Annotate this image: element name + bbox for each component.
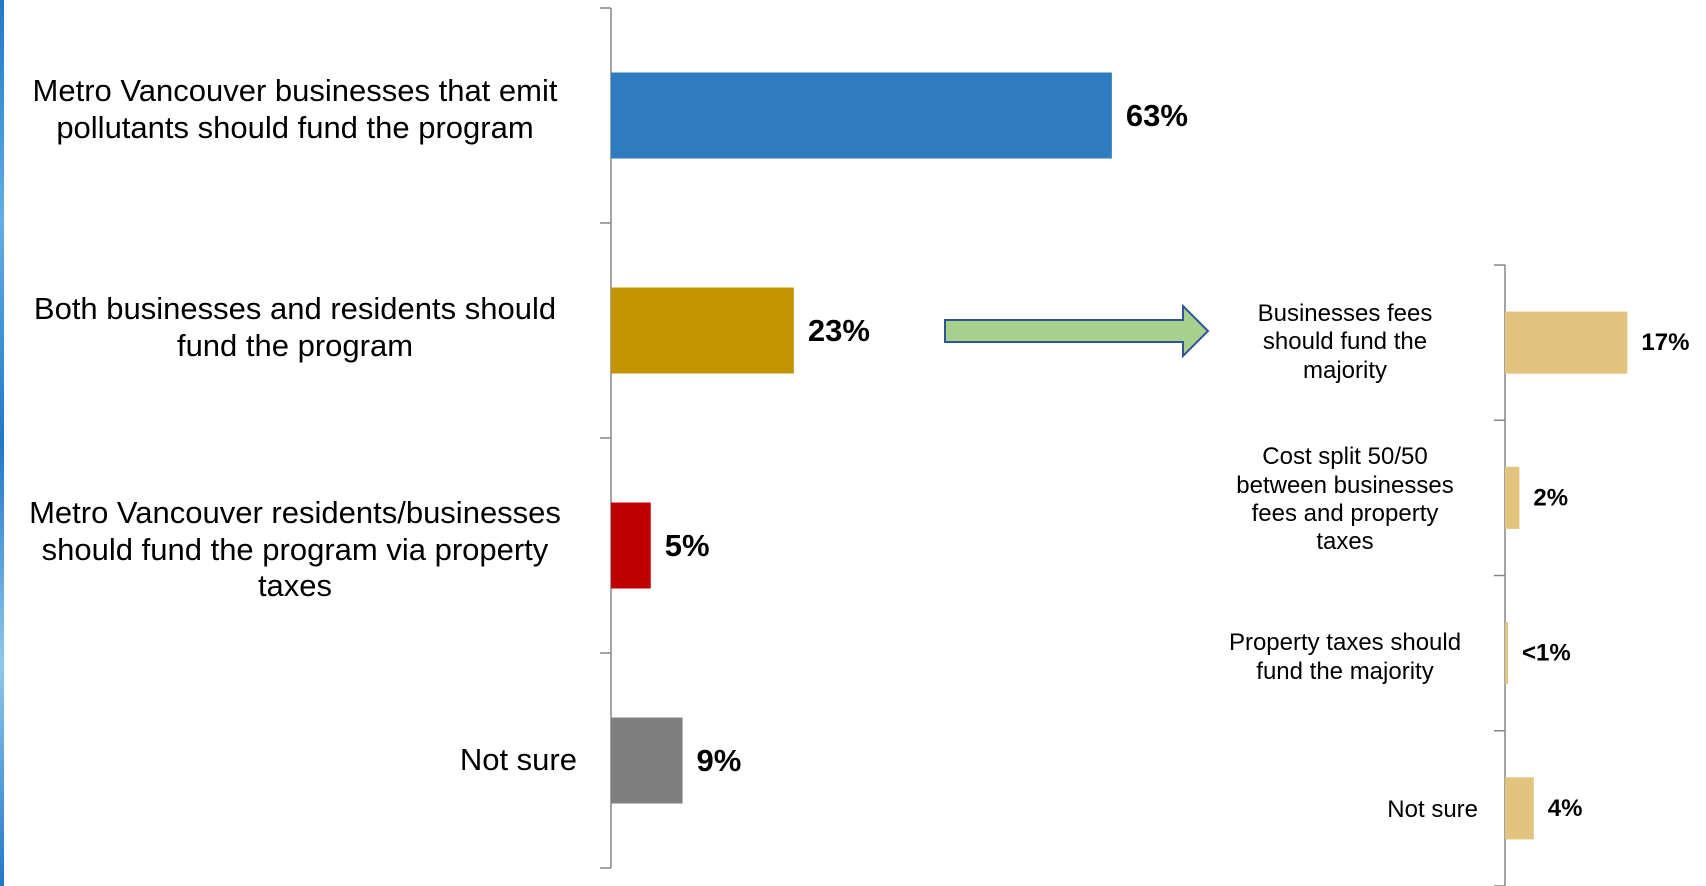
- sub-category-label-2: Cost split 50/50 between businesses fees…: [1236, 443, 1454, 556]
- sub-category-label-1: Businesses fees should fund the majority: [1257, 300, 1433, 384]
- right-arrow-icon: [944, 303, 1210, 359]
- sub-bar-1: [1505, 311, 1628, 374]
- main-bar-4: [611, 717, 683, 804]
- main-chart-bars: [611, 72, 1112, 804]
- main-bar-2: [611, 287, 794, 374]
- sub-bar-2: [1505, 466, 1520, 529]
- main-bar-3: [611, 502, 651, 589]
- sub-chart-axis: [1494, 264, 1506, 886]
- main-value-label-2: 23%: [808, 313, 870, 348]
- sub-category-label-3: Property taxes should fund the majority: [1228, 629, 1462, 685]
- sub-bar-4: [1505, 777, 1534, 840]
- sub-value-label-3: <1%: [1522, 640, 1571, 667]
- sub-value-label-2: 2%: [1533, 484, 1568, 511]
- main-chart-value-labels: 63% 23% 5% 9%: [665, 98, 1188, 778]
- sub-bar-3: [1505, 622, 1508, 685]
- left-edge-strip: [0, 0, 4, 886]
- sub-value-label-4: 4%: [1548, 795, 1583, 822]
- main-category-label-3: Metro Vancouver residents/businesses sho…: [29, 495, 561, 604]
- main-category-label-2: Both businesses and residents should fun…: [33, 291, 557, 363]
- main-chart-axis: [600, 7, 612, 869]
- main-bar-1: [611, 72, 1112, 159]
- main-category-label-4: Not sure: [459, 741, 577, 777]
- main-value-label-4: 9%: [697, 743, 742, 778]
- main-value-label-1: 63%: [1126, 98, 1188, 133]
- sub-chart-bars: [1505, 311, 1628, 840]
- main-value-label-3: 5%: [665, 528, 710, 563]
- sub-category-label-4: Not sure: [1387, 795, 1478, 823]
- main-category-label-1: Metro Vancouver businesses that emit pol…: [32, 73, 558, 145]
- sub-value-label-1: 17%: [1641, 329, 1689, 356]
- sub-chart-value-labels: 17% 2% <1% 4%: [1522, 329, 1689, 822]
